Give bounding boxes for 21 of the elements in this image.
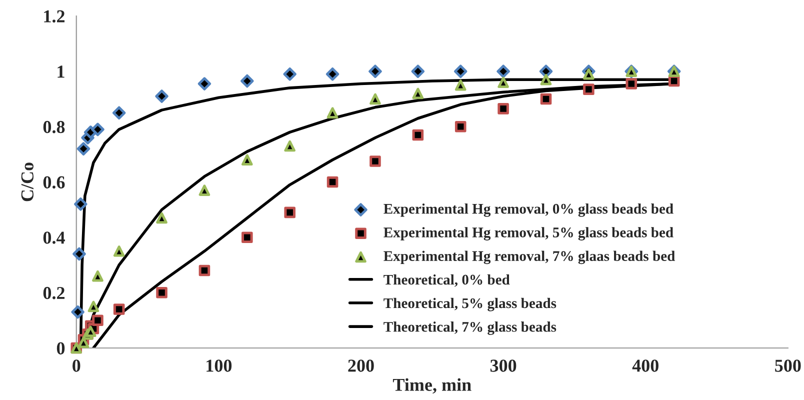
y-tick-label: 0.2 bbox=[43, 286, 64, 300]
y-tick-label: 0.4 bbox=[43, 232, 65, 244]
y-tick-label: 0.8 bbox=[43, 120, 65, 134]
y-tick-label: 0.6 bbox=[43, 176, 65, 189]
y-axis-title: C/Co bbox=[21, 162, 34, 202]
x-axis-title: Time, min bbox=[392, 378, 472, 394]
x-tick-label: 100 bbox=[206, 360, 232, 372]
x-tick-label: 300 bbox=[490, 360, 516, 372]
legend-label: Experimental Hg removal, 0% glass beads bed bbox=[384, 203, 674, 217]
legend-label: Theoretical, 7% glass beads bbox=[384, 322, 556, 335]
x-tick-label: 400 bbox=[632, 360, 658, 372]
legend-label: Theoretical, 0% bed bbox=[384, 274, 510, 287]
legend-label: Experimental Hg removal, 7% glaas beads bed bbox=[384, 250, 676, 264]
y-tick-label: 1 bbox=[58, 66, 64, 78]
y-tick-label: 0 bbox=[56, 342, 65, 354]
legend-label: Experimental Hg removal, 5% glass beads bed bbox=[384, 227, 674, 240]
x-tick-label: 500 bbox=[775, 360, 801, 372]
x-tick-label: 200 bbox=[348, 360, 374, 372]
x-tick-label: 0 bbox=[72, 360, 80, 372]
legend-label: Theoretical, 5% glass beads bbox=[384, 298, 556, 312]
y-tick-label: 1.2 bbox=[44, 10, 64, 23]
